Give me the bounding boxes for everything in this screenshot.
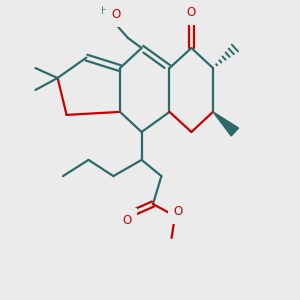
- Text: O: O: [187, 6, 196, 20]
- Text: O: O: [174, 205, 183, 218]
- Polygon shape: [213, 112, 239, 136]
- Text: H: H: [101, 6, 109, 16]
- Text: O: O: [112, 8, 121, 21]
- Text: O: O: [122, 214, 131, 227]
